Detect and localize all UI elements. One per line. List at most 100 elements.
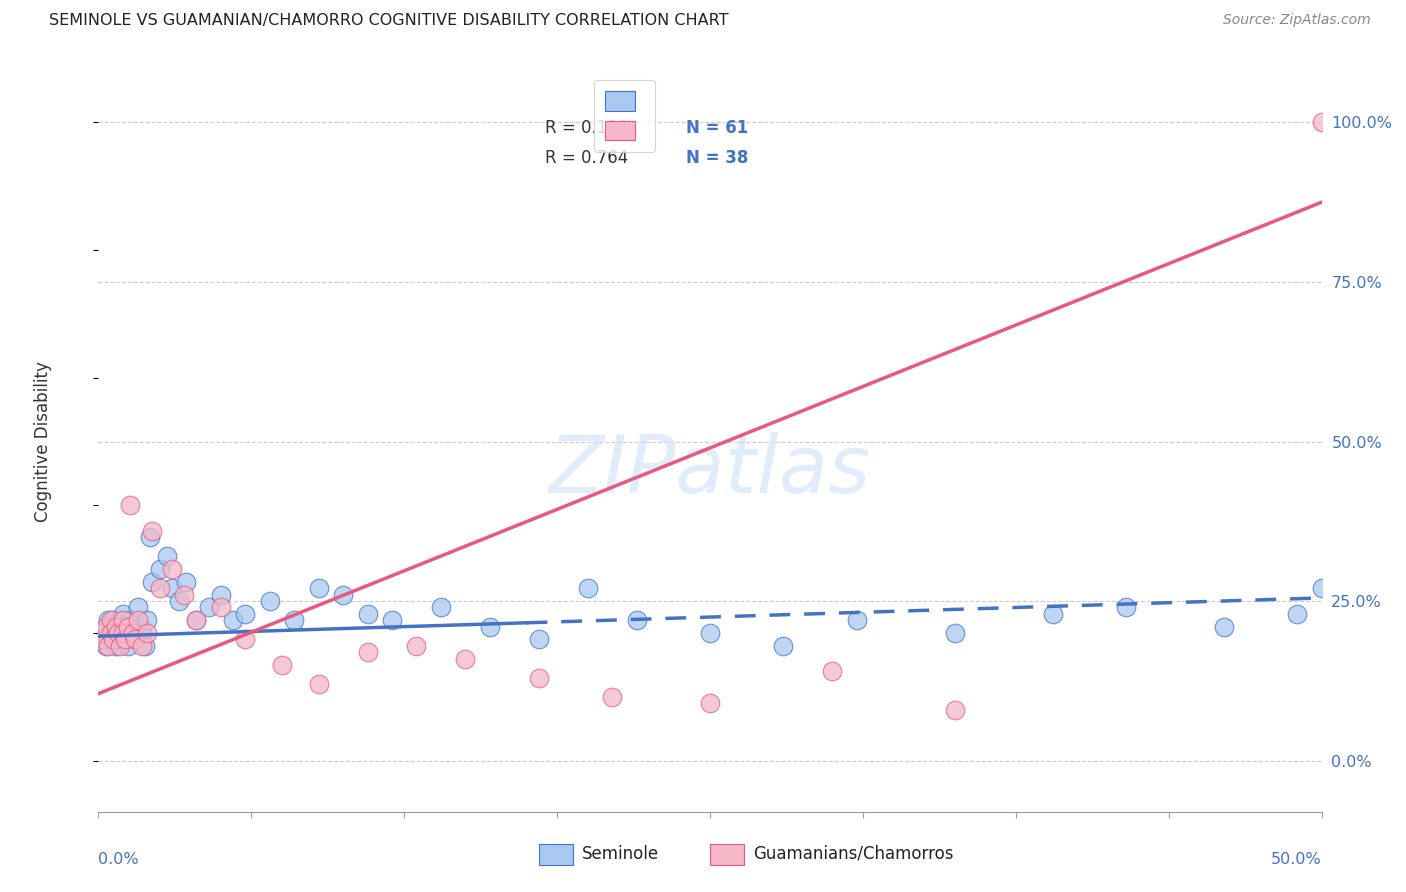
Point [233,607,256,621]
Point [120,613,142,627]
Point [107,632,129,647]
Point [139,530,162,544]
Point [97,639,120,653]
Text: R = 0.764: R = 0.764 [546,149,628,167]
Point [943,703,966,717]
Point [845,613,868,627]
Point [197,600,219,615]
Point [100,626,122,640]
Point [97,626,120,640]
Point [176,574,198,589]
Point [101,632,124,647]
Point [114,632,136,647]
Bar [538,845,574,865]
Point [209,588,232,602]
Point [209,600,232,615]
Point [156,549,179,564]
Point [821,665,844,679]
Point [124,632,146,647]
Point [1286,607,1309,621]
Point [160,582,183,596]
Point [772,639,794,653]
Point [129,619,152,633]
Point [576,582,599,596]
Point [1310,582,1333,596]
Point [332,588,354,602]
Point [454,651,477,665]
Text: 0.0%: 0.0% [98,853,139,867]
Text: N = 38: N = 38 [686,149,748,167]
Text: Seminole: Seminole [582,845,659,863]
Text: Source: ZipAtlas.com: Source: ZipAtlas.com [1223,13,1371,28]
Text: N = 61: N = 61 [686,120,748,137]
Point [943,626,966,640]
Point [233,632,256,647]
Point [270,657,294,672]
Point [100,619,122,633]
Point [111,607,134,621]
Point [97,613,120,627]
Text: SEMINOLE VS GUAMANIAN/CHAMORRO COGNITIVE DISABILITY CORRELATION CHART: SEMINOLE VS GUAMANIAN/CHAMORRO COGNITIVE… [49,13,728,29]
Point [127,613,149,627]
Point [114,626,136,640]
Point [131,626,153,640]
Point [117,639,139,653]
Legend: , : , [593,79,655,152]
Point [186,613,208,627]
Point [114,619,136,633]
Point [91,632,114,647]
Point [134,639,156,653]
Point [699,696,721,710]
Point [381,613,404,627]
Point [527,671,550,685]
Point [104,619,127,633]
Point [90,626,112,640]
Point [600,690,623,704]
Point [94,639,117,653]
Point [111,626,134,640]
Point [1310,115,1333,129]
Point [111,613,134,627]
Point [120,499,142,513]
Point [121,626,143,640]
Point [141,524,163,538]
Point [527,632,550,647]
Point [259,594,281,608]
Text: Cognitive Disability: Cognitive Disability [34,361,52,522]
Point [136,626,159,640]
Text: Guamanians/Chamorros: Guamanians/Chamorros [752,845,953,863]
Point [91,632,114,647]
Point [104,619,127,633]
Point [141,574,163,589]
Point [308,677,330,691]
Bar [710,845,744,865]
Point [117,619,139,633]
Point [356,645,378,659]
Point [308,582,330,596]
Point [127,600,149,615]
Point [107,626,129,640]
Text: ZIPatlas: ZIPatlas [548,432,872,510]
Point [131,639,153,653]
Point [283,613,305,627]
Point [101,613,124,627]
Text: 50.0%: 50.0% [1271,853,1322,867]
Point [356,607,378,621]
Point [124,632,146,647]
Point [149,562,172,576]
Point [405,639,427,653]
Point [121,626,143,640]
Point [160,562,183,576]
Point [1042,607,1064,621]
Point [699,626,721,640]
Point [149,582,172,596]
Point [94,619,117,633]
Point [107,626,129,640]
Point [136,613,159,627]
Point [626,613,648,627]
Point [167,594,190,608]
Point [111,632,134,647]
Point [222,613,245,627]
Point [94,619,117,633]
Point [1212,619,1234,633]
